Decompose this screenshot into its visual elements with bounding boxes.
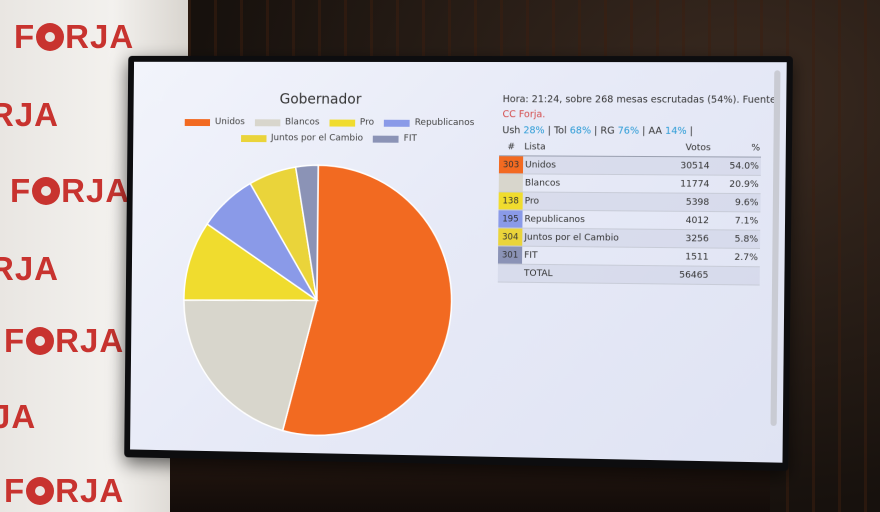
district-stats: Ush 28% | Tol 68% | RG 76% | AA 14% | — [502, 123, 786, 139]
table-row[interactable]: 138 Pro 5398 9.6% — [499, 192, 761, 212]
info-time-line: Hora: 21:24, sobre 268 mesas escrutadas … — [503, 94, 780, 106]
legend-item[interactable]: Unidos — [185, 117, 245, 127]
legend-label: Juntos por el Cambio — [271, 133, 363, 143]
banner-logo: JA — [0, 398, 36, 436]
total-label: TOTAL — [522, 264, 650, 284]
header-votos: Votos — [651, 139, 712, 157]
row-lista: Blancos — [523, 174, 651, 193]
district-stat-label: Tol — [554, 125, 570, 136]
legend-label: FIT — [404, 134, 417, 144]
info-source: CC Forja. — [502, 109, 545, 120]
banner-logo: F RJA — [14, 18, 134, 56]
results-info: Hora: 21:24, sobre 268 mesas escrutadas … — [502, 92, 786, 139]
table-row[interactable]: Blancos 11774 20.9% — [499, 174, 761, 194]
tv-monitor: Gobernador Unidos Blancos Pro Republicanos … — [124, 56, 793, 471]
legend-swatch — [255, 119, 281, 126]
row-votos: 5398 — [650, 193, 711, 212]
banner-logo: F RJA — [4, 472, 124, 510]
row-lista: Pro — [523, 192, 651, 211]
row-votos: 4012 — [650, 211, 711, 230]
row-pct: 7.1% — [711, 212, 760, 231]
row-num: 195 — [498, 210, 522, 228]
legend-label: Blancos — [285, 117, 320, 127]
legend-label: Pro — [360, 118, 374, 128]
header-pct: % — [712, 139, 761, 157]
district-stat-label: Ush — [502, 125, 523, 136]
legend-item[interactable]: FIT — [373, 134, 417, 144]
district-stat-value: 28% — [523, 125, 544, 136]
district-stat: Ush 28% — [502, 125, 544, 136]
stat-separator: | — [687, 126, 693, 137]
row-pct: 20.9% — [711, 175, 760, 194]
legend-item[interactable]: Juntos por el Cambio — [241, 133, 364, 143]
pie-chart — [169, 151, 467, 453]
results-table: # Lista Votos % 303 Unidos 30514 54.0% Blanc… — [498, 138, 761, 285]
district-stat: Tol 68% — [554, 125, 591, 136]
banner-logo: F RJA — [10, 172, 130, 210]
row-lista: Unidos — [523, 156, 651, 175]
row-num: 138 — [499, 192, 523, 210]
row-lista: Republicanos — [522, 210, 650, 229]
legend-label: Republicanos — [415, 118, 475, 128]
district-stat-value: 76% — [618, 126, 640, 137]
row-votos: 30514 — [650, 157, 711, 176]
banner-logo: F RJA — [4, 322, 124, 360]
banner-logo: RJA — [0, 96, 59, 134]
row-pct: 54.0% — [712, 157, 761, 176]
legend-item[interactable]: Republicanos — [384, 118, 475, 128]
total-row: TOTAL 56465 — [498, 264, 760, 285]
legend-label: Unidos — [215, 117, 245, 127]
district-stat-label: AA — [648, 126, 665, 137]
legend-swatch — [241, 135, 266, 142]
district-stat: RG 76% — [600, 126, 639, 137]
district-stat-label: RG — [600, 126, 617, 137]
row-num: 303 — [499, 156, 523, 174]
row-pct: 5.8% — [711, 230, 760, 249]
legend-swatch — [185, 119, 210, 126]
legend-item[interactable]: Blancos — [255, 117, 320, 127]
stat-separator: | — [639, 126, 649, 137]
header-num: # — [499, 138, 523, 156]
total-spacer — [498, 264, 522, 282]
row-num: 304 — [498, 228, 522, 246]
row-num — [499, 174, 523, 192]
chart-title: Gobernador — [280, 92, 362, 108]
total-votos: 56465 — [649, 266, 710, 285]
district-stat-value: 14% — [665, 126, 687, 137]
district-stat: AA 14% — [648, 126, 686, 137]
total-pct — [710, 266, 759, 285]
legend-swatch — [384, 119, 410, 126]
row-lista: Juntos por el Cambio — [522, 228, 650, 247]
row-votos: 3256 — [650, 229, 711, 248]
row-lista: FIT — [522, 246, 650, 265]
row-votos: 11774 — [650, 175, 711, 194]
legend-swatch — [373, 135, 399, 142]
legend-item[interactable]: Pro — [329, 118, 374, 128]
banner-logo: RJA — [0, 250, 59, 288]
header-lista: Lista — [523, 138, 651, 156]
tv-screen: Gobernador Unidos Blancos Pro Republicanos … — [130, 62, 787, 463]
table-row[interactable]: 195 Republicanos 4012 7.1% — [498, 210, 760, 230]
row-num: 301 — [498, 246, 522, 264]
row-votos: 1511 — [649, 247, 710, 266]
row-pct: 2.7% — [711, 248, 760, 267]
district-stat-value: 68% — [570, 125, 591, 136]
table-row[interactable]: 303 Unidos 30514 54.0% — [499, 156, 761, 176]
legend-swatch — [329, 119, 355, 126]
chart-legend: Unidos Blancos Pro Republicanos Juntos por … — [186, 117, 472, 150]
row-pct: 9.6% — [711, 193, 760, 212]
